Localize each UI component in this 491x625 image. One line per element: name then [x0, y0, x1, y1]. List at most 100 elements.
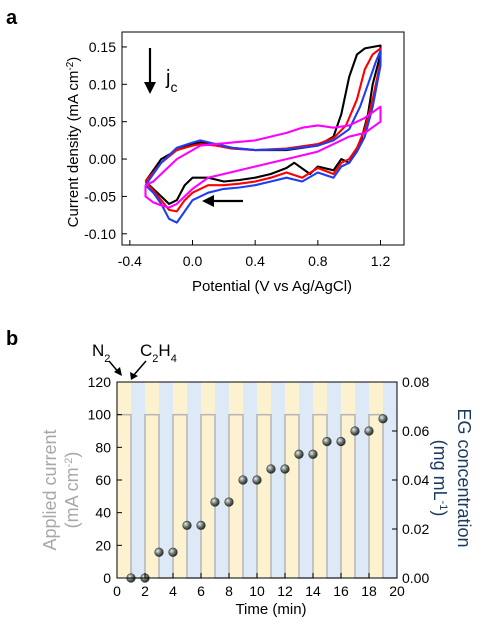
right-y-tick-label: 0.04	[402, 472, 429, 488]
y-tick-label: 0.00	[89, 151, 116, 167]
eg-concentration-points	[126, 414, 388, 583]
y-tick-label: -0.10	[84, 226, 116, 242]
eg-data-point	[210, 497, 220, 507]
y-tick-label: 0.15	[89, 39, 116, 55]
c2h4-band	[271, 382, 285, 578]
panel-b-label: b	[6, 328, 18, 350]
panel-a-x-ticks: -0.4 0.0 0.4 0.8 1.2	[118, 240, 391, 269]
panel-a-y-ticks: -0.10 -0.05 0.00 0.05 0.10 0.15	[84, 39, 127, 242]
left-y-tick-label: 60	[95, 472, 111, 488]
left-y-tick-label: 80	[95, 439, 111, 455]
panel-b-right-y-axis-label: EG concentration (mg mL-1)	[430, 408, 474, 547]
eg-data-point	[308, 449, 318, 459]
c2h4-label: C2H4	[140, 341, 177, 365]
x-tick-label: 0.0	[183, 253, 203, 269]
n2-band	[173, 382, 187, 578]
panel-a: a -0.4 0.0 0.4 0.8 1.2 -0.10 -0.05 0.00 0.05 0.1…	[6, 7, 405, 295]
panel-b-x-ticks: 0 2 4 6 8 10 12 14 16 18 20	[113, 573, 405, 599]
panel-b-left-y-ticks: 0 20 40 60 80 100 120	[88, 374, 122, 586]
c2h4-arrow	[132, 360, 147, 377]
n2-band	[313, 382, 327, 578]
x-tick-label: 14	[305, 583, 321, 599]
eg-data-point	[266, 464, 276, 474]
panel-a-series	[144, 44, 382, 224]
svg-text:(mg mL-1): (mg mL-1)	[430, 440, 450, 517]
n2-arrowhead	[114, 367, 122, 376]
svg-text:EG concentration: EG concentration	[454, 408, 474, 547]
eg-data-point	[280, 464, 290, 474]
x-tick-label: 0.4	[245, 253, 265, 269]
x-tick-label: 0.8	[308, 253, 328, 269]
x-tick-label: 18	[361, 583, 377, 599]
x-tick-label: 1.2	[371, 253, 391, 269]
left-y-tick-label: 120	[88, 374, 112, 390]
eg-data-point	[336, 436, 346, 447]
n2-band	[341, 382, 355, 578]
panel-b: b 0 2 4 6 8 10 12 14 16 18 20 0 20 40 60 80 100 120 0.00…	[6, 328, 474, 618]
x-tick-label: 4	[169, 583, 177, 599]
eg-data-point	[168, 547, 178, 557]
panel-b-right-y-ticks: 0.00 0.02 0.04 0.06 0.08	[392, 374, 429, 586]
eg-data-point	[378, 414, 388, 424]
eg-data-point	[182, 520, 192, 530]
x-tick-label: -0.4	[118, 253, 142, 269]
x-tick-label: 0	[113, 583, 121, 599]
jc-label: jc	[165, 67, 177, 95]
cv-curve-3	[144, 49, 382, 224]
c2h4-band	[215, 382, 229, 578]
x-tick-label: 16	[333, 583, 349, 599]
panel-a-y-axis-label: Current density (mA cm-2)	[65, 57, 83, 228]
eg-data-point	[350, 426, 360, 436]
right-y-tick-label: 0.08	[402, 374, 429, 390]
left-y-tick-label: 100	[88, 407, 112, 423]
n2-label: N2	[92, 341, 110, 365]
jc-arrowhead	[144, 82, 156, 94]
panel-b-left-y-axis-label: Applied current (mA cm-2)	[40, 429, 82, 550]
n2-band	[201, 382, 215, 578]
right-y-tick-label: 0.06	[402, 423, 429, 439]
eg-data-point	[154, 547, 164, 557]
eg-data-point	[294, 449, 304, 459]
x-tick-label: 2	[141, 583, 149, 599]
panel-a-label: a	[6, 7, 18, 29]
y-tick-label: 0.10	[89, 76, 116, 92]
panel-a-x-axis-label: Potential (V vs Ag/AgCl)	[192, 278, 352, 295]
cv-curve-2	[144, 47, 382, 213]
left-y-tick-label: 0	[103, 570, 111, 586]
n2-band	[369, 382, 383, 578]
right-y-tick-label: 0.02	[402, 521, 429, 537]
c2h4-band	[299, 382, 313, 578]
svg-text:Applied current: Applied current	[40, 429, 60, 550]
n2-band	[117, 382, 131, 578]
x-tick-label: 6	[197, 583, 205, 599]
panel-a-plot-frame	[121, 31, 405, 246]
right-y-tick-label: 0.00	[402, 570, 429, 586]
x-tick-label: 12	[277, 583, 293, 599]
panel-b-x-axis-label: Time (min)	[235, 601, 306, 618]
c2h4-band	[187, 382, 201, 578]
n2-band	[229, 382, 243, 578]
eg-data-point	[224, 497, 234, 507]
c2h4-band	[243, 382, 257, 578]
n2-band	[257, 382, 271, 578]
n2-band	[285, 382, 299, 578]
eg-data-point	[196, 520, 206, 530]
eg-data-point	[238, 475, 248, 485]
c2h4-band	[159, 382, 173, 578]
c2h4-arrowhead	[130, 372, 138, 380]
c2h4-band	[355, 382, 369, 578]
x-tick-label: 20	[389, 583, 405, 599]
scan-direction-arrowhead	[202, 195, 214, 207]
x-tick-label: 10	[249, 583, 265, 599]
eg-data-point	[364, 426, 374, 436]
svg-text:(mA cm-2): (mA cm-2)	[62, 452, 82, 529]
left-y-tick-label: 20	[95, 537, 111, 553]
cv-curve-4	[144, 105, 382, 209]
n2-band	[145, 382, 159, 578]
x-tick-label: 8	[225, 583, 233, 599]
eg-data-point	[322, 436, 332, 447]
c2h4-band	[131, 382, 145, 578]
y-tick-label: -0.05	[84, 188, 116, 204]
y-tick-label: 0.05	[89, 114, 116, 130]
